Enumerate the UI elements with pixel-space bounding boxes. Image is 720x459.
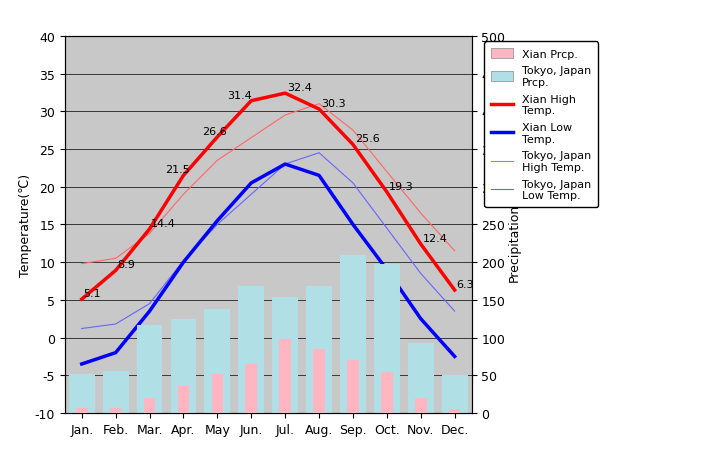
Xian High
Temp. — [315, 107, 323, 112]
Xian Low
Temp. — [179, 260, 188, 265]
Y-axis label: Temperature(℃): Temperature(℃) — [19, 174, 32, 276]
Tokyo, Japan
High Temp. — [382, 169, 391, 175]
Xian High
Temp. — [112, 268, 120, 274]
Text: 31.4: 31.4 — [228, 90, 252, 101]
Text: 8.9: 8.9 — [117, 260, 135, 270]
Tokyo, Japan
Low Temp. — [382, 226, 391, 231]
Text: 6.3: 6.3 — [456, 280, 474, 289]
Bar — [279, 339, 291, 413]
Xian Low
Temp. — [145, 309, 154, 314]
Tokyo, Japan
Low Temp. — [315, 151, 323, 156]
Tokyo, Japan
Low Temp. — [348, 181, 357, 186]
Tokyo, Japan
High Temp. — [416, 211, 425, 216]
Line: Tokyo, Japan
High Temp.: Tokyo, Japan High Temp. — [82, 105, 454, 264]
Xian High
Temp. — [281, 91, 289, 97]
Xian Low
Temp. — [78, 361, 86, 367]
Xian High
Temp. — [348, 142, 357, 148]
Line: Xian Low
Temp.: Xian Low Temp. — [82, 165, 454, 364]
Tokyo, Japan
High Temp. — [348, 128, 357, 134]
Bar — [449, 409, 461, 413]
Bar — [408, 343, 433, 413]
Bar — [340, 255, 366, 413]
Bar — [137, 325, 163, 413]
Xian Low
Temp. — [281, 162, 289, 168]
Bar — [374, 264, 400, 413]
Text: 12.4: 12.4 — [423, 234, 447, 243]
Bar — [381, 372, 392, 413]
Text: 25.6: 25.6 — [355, 134, 379, 144]
Text: 21.5: 21.5 — [165, 165, 189, 175]
Xian High
Temp. — [179, 173, 188, 179]
Bar — [306, 286, 332, 413]
Bar — [171, 319, 197, 413]
Text: 14.4: 14.4 — [151, 218, 176, 229]
Xian High
Temp. — [78, 297, 86, 302]
Tokyo, Japan
Low Temp. — [179, 258, 188, 264]
Text: 26.6: 26.6 — [202, 127, 227, 137]
Tokyo, Japan
High Temp. — [112, 256, 120, 262]
Bar — [415, 398, 426, 413]
Xian Low
Temp. — [213, 218, 222, 224]
Bar — [246, 364, 257, 413]
Text: 5.1: 5.1 — [84, 288, 101, 298]
Tokyo, Japan
High Temp. — [247, 135, 256, 141]
Bar — [272, 297, 298, 413]
Xian High
Temp. — [382, 190, 391, 195]
Bar — [347, 360, 359, 413]
Xian High
Temp. — [213, 135, 222, 140]
Bar — [144, 398, 156, 413]
Xian Low
Temp. — [382, 267, 391, 273]
Bar — [204, 309, 230, 413]
Line: Tokyo, Japan
Low Temp.: Tokyo, Japan Low Temp. — [82, 153, 454, 329]
Tokyo, Japan
High Temp. — [145, 231, 154, 237]
Tokyo, Japan
Low Temp. — [213, 222, 222, 228]
Xian Low
Temp. — [315, 173, 323, 179]
Tokyo, Japan
Low Temp. — [247, 192, 256, 197]
Xian High
Temp. — [247, 99, 256, 104]
Xian Low
Temp. — [247, 181, 256, 186]
Y-axis label: Precipitation(mm): Precipitation(mm) — [508, 169, 521, 281]
Xian High
Temp. — [416, 242, 425, 247]
Tokyo, Japan
Low Temp. — [281, 162, 289, 168]
Xian Low
Temp. — [416, 316, 425, 322]
Tokyo, Japan
High Temp. — [179, 192, 188, 197]
Tokyo, Japan
Low Temp. — [416, 271, 425, 277]
Tokyo, Japan
High Temp. — [78, 261, 86, 267]
Xian High
Temp. — [450, 288, 459, 293]
Bar — [212, 374, 223, 413]
Bar — [69, 374, 94, 413]
Bar — [313, 349, 325, 413]
Tokyo, Japan
High Temp. — [315, 102, 323, 107]
Legend: Xian Prcp., Tokyo, Japan
Prcp., Xian High
Temp., Xian Low
Temp., Tokyo, Japan
Hi: Xian Prcp., Tokyo, Japan Prcp., Xian Hig… — [485, 42, 598, 207]
Tokyo, Japan
Low Temp. — [112, 321, 120, 327]
Bar — [442, 375, 467, 413]
Text: 19.3: 19.3 — [389, 182, 413, 191]
Tokyo, Japan
Low Temp. — [145, 301, 154, 307]
Bar — [238, 286, 264, 413]
Tokyo, Japan
Low Temp. — [450, 309, 459, 314]
Xian Low
Temp. — [112, 350, 120, 356]
Bar — [178, 386, 189, 413]
Tokyo, Japan
High Temp. — [213, 158, 222, 164]
Xian High
Temp. — [145, 227, 154, 232]
Text: 32.4: 32.4 — [287, 83, 312, 93]
Line: Xian High
Temp.: Xian High Temp. — [82, 94, 454, 299]
Tokyo, Japan
Low Temp. — [78, 326, 86, 331]
Bar — [110, 408, 122, 413]
Text: 30.3: 30.3 — [320, 99, 346, 109]
Bar — [103, 371, 129, 413]
Tokyo, Japan
High Temp. — [450, 248, 459, 254]
Tokyo, Japan
High Temp. — [281, 113, 289, 118]
Bar — [76, 408, 88, 413]
Xian Low
Temp. — [450, 354, 459, 359]
Xian Low
Temp. — [348, 222, 357, 228]
